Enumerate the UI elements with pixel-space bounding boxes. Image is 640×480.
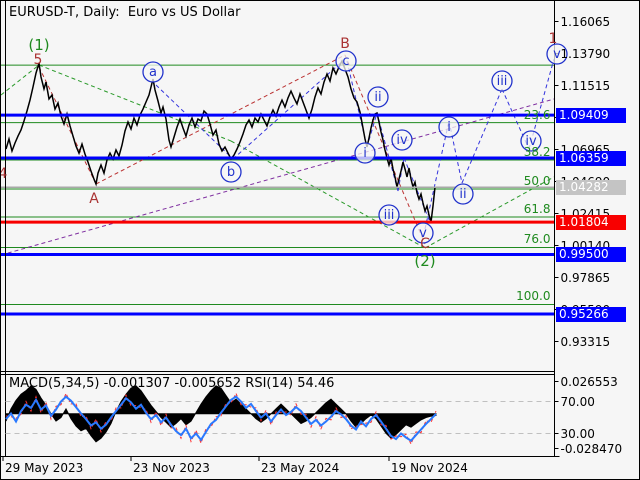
wave-circle: [142, 61, 164, 83]
wave-circle: [412, 222, 434, 244]
wave-circle: [378, 204, 400, 226]
blue-trendline: [461, 88, 503, 184]
x-axis-label: 19 Nov 2024: [391, 461, 468, 475]
wave-label-plain: C: [420, 236, 430, 252]
blue-trendline: [397, 157, 405, 192]
y-axis-label: 1.13790: [560, 46, 611, 61]
indicator-axis-label: -0.028470: [560, 441, 623, 456]
wave-label-circled: i: [447, 120, 451, 135]
blue-trendline: [232, 58, 346, 160]
y-axis-label: 1.11515: [560, 78, 611, 93]
wave-label-circled: iv: [396, 133, 408, 148]
y-axis-label: 0.93315: [560, 334, 611, 349]
wave-label-plain: B: [340, 36, 350, 52]
x-axis-label: 23 Nov 2023: [133, 461, 210, 475]
price-marker-box: 1.06359: [556, 150, 626, 166]
wave-label-plain: 1: [549, 31, 558, 47]
x-axis-label: 29 May 2023: [5, 461, 84, 475]
wave-circle: [491, 70, 513, 92]
red-trendline: [38, 66, 97, 185]
wave-label-circled: v: [419, 226, 427, 241]
y-axis-label: 1.16065: [560, 14, 611, 29]
wave-label-plain: A: [89, 191, 99, 207]
chart-title: EURUSD-T, Daily: Euro vs US Dollar: [9, 5, 241, 20]
wave-circle: [354, 142, 376, 164]
wave-label-plain: (2): [414, 252, 435, 270]
price-marker-box: 0.99500: [556, 247, 626, 262]
wave-label-circled: c: [342, 54, 349, 69]
wave-label-circled: a: [149, 65, 157, 80]
indicator-axis-label: 0.026553: [560, 374, 618, 389]
red-trendline: [95, 54, 346, 185]
price-line: [5, 59, 436, 223]
price-marker-box: 1.01804: [556, 214, 626, 230]
indicator-axis-label: 30.00: [560, 426, 595, 441]
wave-circle: [452, 183, 474, 205]
wave-label-circled: iii: [384, 208, 395, 223]
green-trendline: [1, 64, 40, 96]
fib-level-label: 100.0: [516, 289, 551, 304]
wave-label-circled: iv: [525, 134, 537, 149]
price-marker-box: 1.09409: [556, 107, 626, 123]
price-marker-box: 0.95266: [556, 306, 626, 322]
fib-level-label: 23.6: [523, 107, 551, 122]
wave-label-plain: (1): [28, 36, 49, 54]
blue-trendline: [366, 112, 378, 148]
red-trendline: [344, 54, 426, 245]
fib-level-label: 76.0: [523, 232, 551, 247]
wave-label-plain: 4: [1, 166, 8, 182]
wave-circle: [438, 116, 460, 138]
wave-circle: [367, 86, 389, 108]
wave-label-circled: ii: [374, 90, 381, 105]
blue-trendline: [424, 120, 450, 230]
green-trendline: [424, 176, 555, 249]
purple-trendline: [1, 98, 555, 256]
wave-label-circled: iii: [497, 74, 508, 89]
wave-circle: [220, 161, 242, 183]
wave-label-circled: b: [227, 165, 235, 180]
wave-label-circled: i: [363, 146, 367, 161]
y-axis-label: 0.97865: [560, 270, 611, 285]
fib-level-label: 50.0: [523, 173, 551, 188]
blue-trendline: [155, 84, 234, 160]
blue-trendline: [501, 88, 530, 150]
indicator-axis-label: 70.00: [560, 394, 595, 409]
wave-label-plain: 5: [34, 52, 43, 68]
wave-circle: [335, 50, 357, 72]
indicator-label: MACD(5,34,5) -0.001307 -0.005652 RSI(14)…: [9, 376, 335, 391]
wave-label-circled: v: [553, 47, 561, 62]
price-marker-box: 1.04282: [556, 179, 626, 195]
macd-signal-line: [5, 392, 437, 446]
wave-circle: [391, 129, 413, 151]
wave-circle: [520, 130, 542, 152]
x-axis-label: 23 May 2024: [261, 461, 340, 475]
fib-level-label: 38.2: [523, 144, 551, 159]
wave-label-circled: ii: [459, 187, 466, 202]
wave-circle: [546, 43, 568, 65]
fib-level-label: 61.8: [523, 201, 551, 216]
rsi-line: [5, 395, 437, 443]
